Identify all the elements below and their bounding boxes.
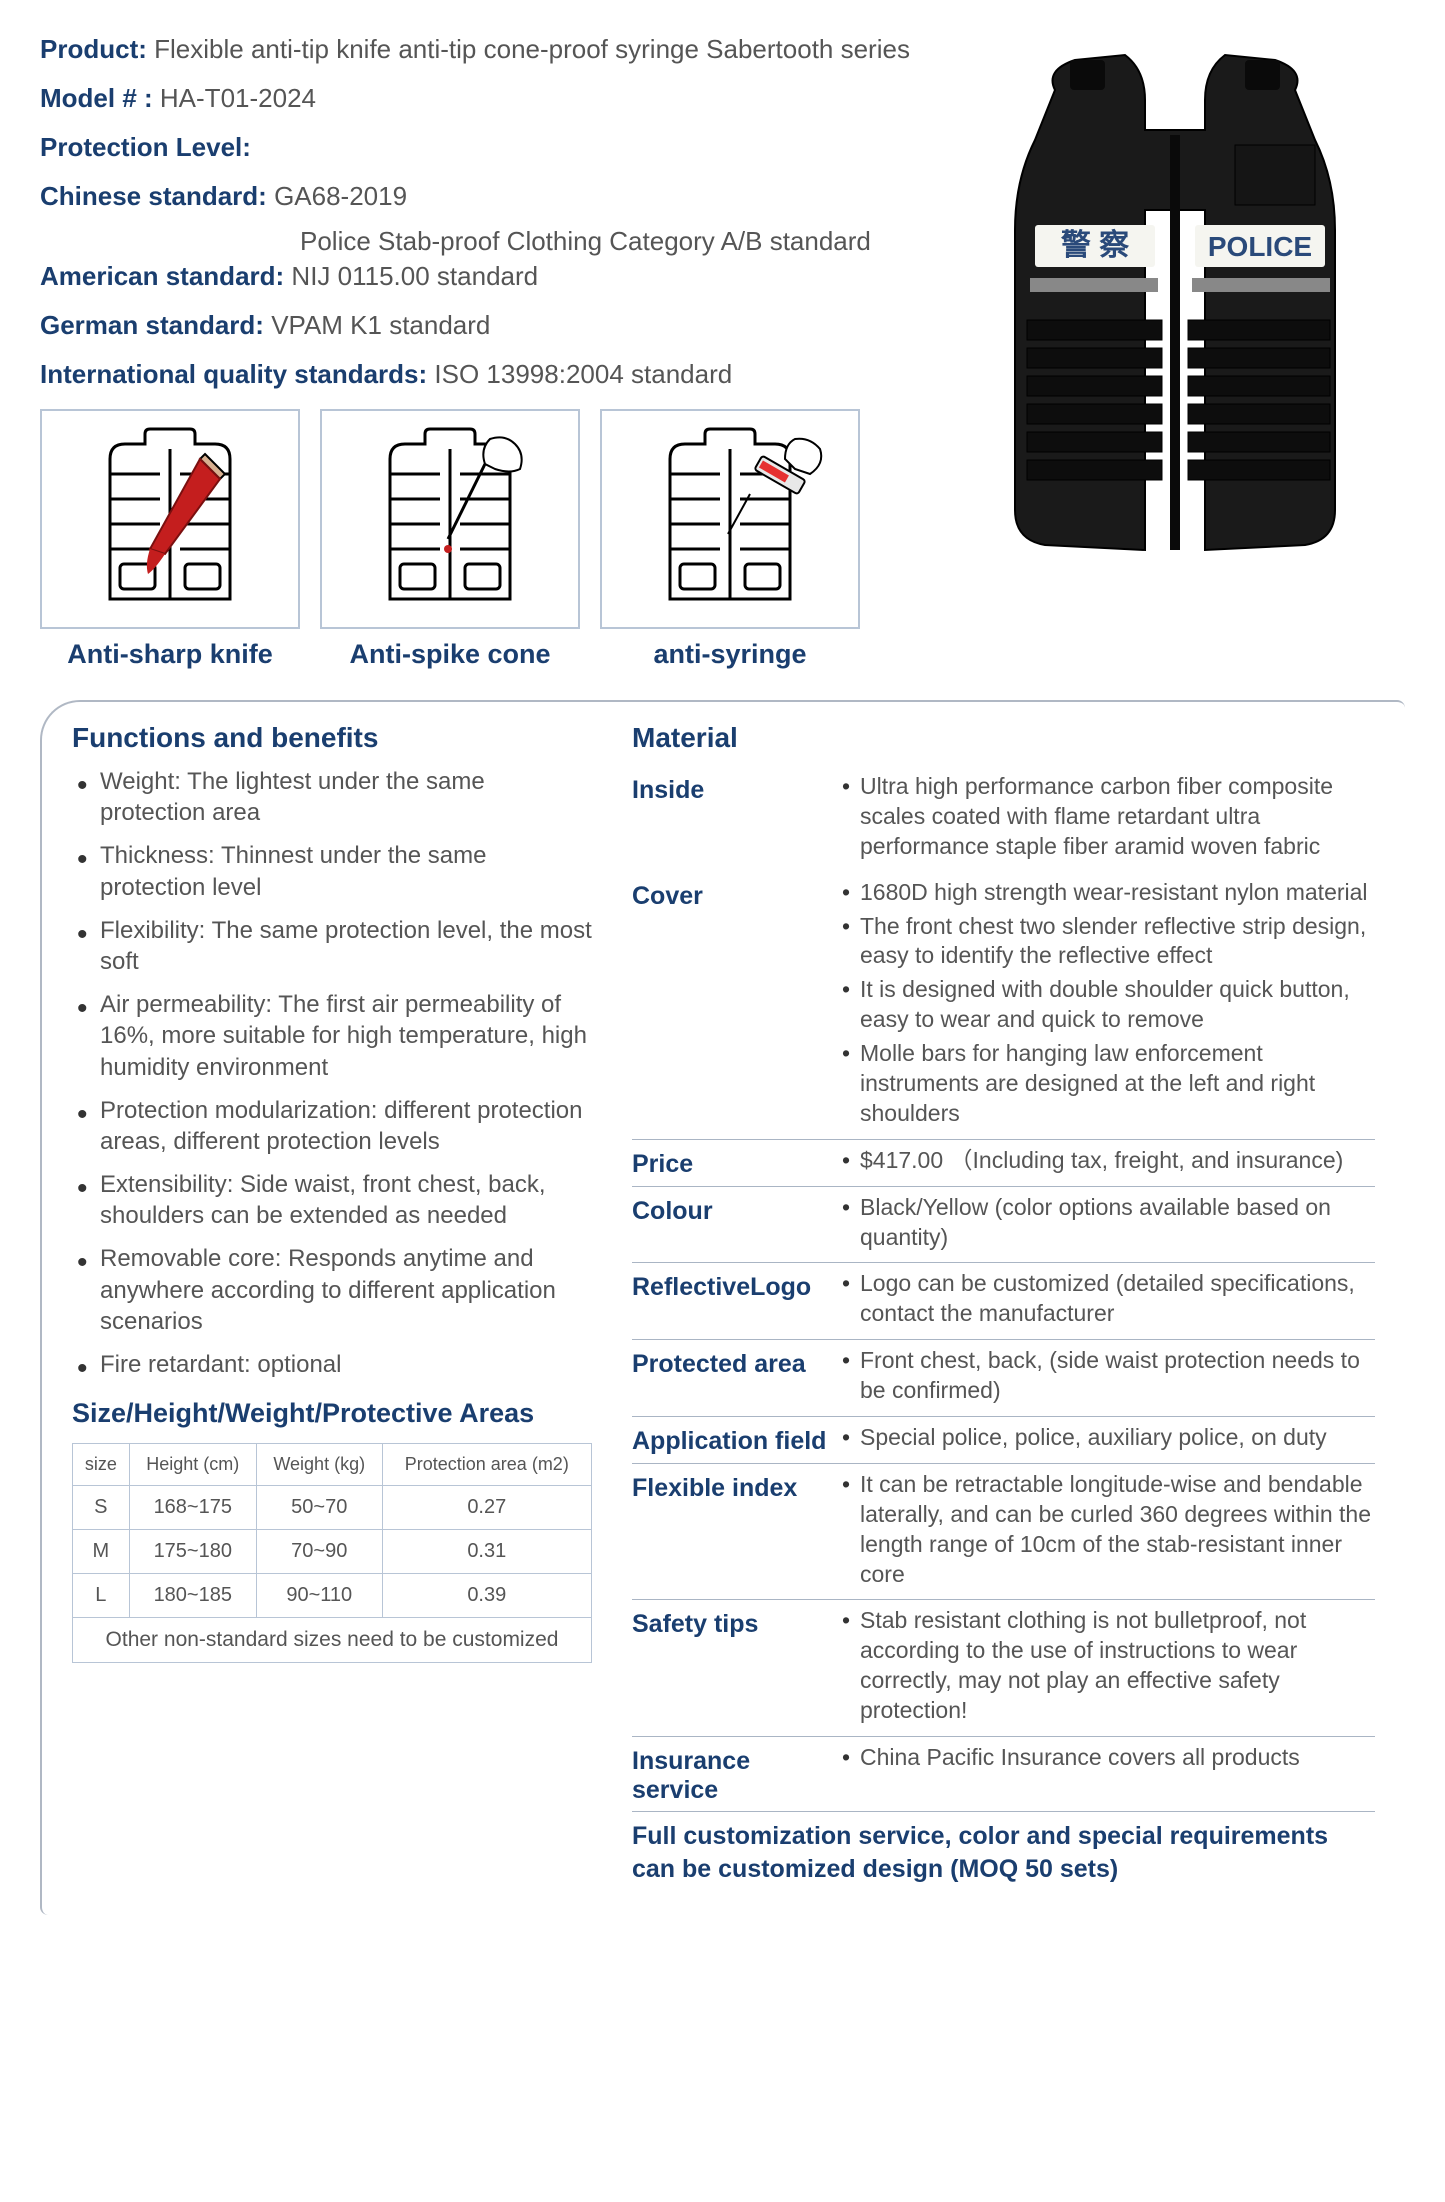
custom-note: Full customization service, color and sp… xyxy=(632,1820,1375,1885)
cover-row: Cover 1680D high strength wear-resistant… xyxy=(632,872,1375,1140)
knife-label: Anti-sharp knife xyxy=(67,639,273,670)
de-std-row: German standard: VPAM K1 standard xyxy=(40,306,925,345)
table-row: S168~175 50~700.27 xyxy=(73,1486,592,1530)
spike-icon xyxy=(320,409,580,629)
syringe-icon xyxy=(600,409,860,629)
cn-std-label: Chinese standard: xyxy=(40,181,267,211)
app-label: Application field xyxy=(632,1423,842,1456)
size-header: Height (cm) xyxy=(129,1444,256,1486)
us-std-value: NIJ 0115.00 standard xyxy=(291,261,538,291)
vest-product-image: 警 察 POLICE xyxy=(945,30,1405,570)
insurance-value: China Pacific Insurance covers all produ… xyxy=(842,1743,1375,1773)
function-item: Weight: The lightest under the same prot… xyxy=(72,766,592,828)
price-row: Price $417.00 （Including tax, freight, a… xyxy=(632,1140,1375,1187)
size-header: Weight (kg) xyxy=(256,1444,382,1486)
de-std-value: VPAM K1 standard xyxy=(271,310,490,340)
cn-std-row: Chinese standard: GA68-2019 xyxy=(40,177,925,216)
product-label: Product: xyxy=(40,34,147,64)
safety-label: Safety tips xyxy=(632,1606,842,1639)
size-header: Protection area (m2) xyxy=(382,1444,591,1486)
inside-row: Inside Ultra high performance carbon fib… xyxy=(632,766,1375,872)
flex-label: Flexible index xyxy=(632,1470,842,1503)
function-item: Extensibility: Side waist, front chest, … xyxy=(72,1169,592,1231)
vest-badge-cn: 警 察 xyxy=(1061,228,1130,262)
intl-std-row: International quality standards: ISO 139… xyxy=(40,355,925,394)
intl-std-label: International quality standards: xyxy=(40,359,427,389)
model-value: HA-T01-2024 xyxy=(160,83,316,113)
syringe-icon-box: anti-syringe xyxy=(600,409,860,670)
size-table: size Height (cm) Weight (kg) Protection … xyxy=(72,1443,592,1618)
cover-value: Molle bars for hanging law enforcement i… xyxy=(842,1039,1375,1129)
flex-value: It can be retractable longitude-wise and… xyxy=(842,1470,1375,1590)
logo-row: ReflectiveLogo Logo can be customized (d… xyxy=(632,1263,1375,1340)
safety-row: Safety tips Stab resistant clothing is n… xyxy=(632,1600,1375,1737)
logo-value: Logo can be customized (detailed specifi… xyxy=(842,1269,1375,1329)
protected-value: Front chest, back, (side waist protectio… xyxy=(842,1346,1375,1406)
functions-title: Functions and benefits xyxy=(72,722,592,754)
protected-label: Protected area xyxy=(632,1346,842,1379)
size-header: size xyxy=(73,1444,130,1486)
insurance-label: Insurance service xyxy=(632,1743,842,1805)
cover-label: Cover xyxy=(632,878,842,911)
us-std-label: American standard: xyxy=(40,261,284,291)
details-panel: Functions and benefits Weight: The light… xyxy=(40,700,1405,1915)
function-item: Protection modularization: different pro… xyxy=(72,1095,592,1157)
protection-label: Protection Level: xyxy=(40,132,251,162)
intl-std-value: ISO 13998:2004 standard xyxy=(434,359,732,389)
material-title: Material xyxy=(632,722,1375,754)
cover-value: The front chest two slender reflective s… xyxy=(842,912,1375,972)
function-item: Fire retardant: optional xyxy=(72,1349,592,1380)
size-title: Size/Height/Weight/Protective Areas xyxy=(72,1398,592,1429)
functions-list: Weight: The lightest under the same prot… xyxy=(72,766,592,1380)
syringe-label: anti-syringe xyxy=(653,639,806,670)
knife-icon xyxy=(40,409,300,629)
de-std-label: German standard: xyxy=(40,310,264,340)
colour-label: Colour xyxy=(632,1193,842,1226)
us-std-row: American standard: NIJ 0115.00 standard xyxy=(40,257,925,296)
spike-icon-box: Anti-spike cone xyxy=(320,409,580,670)
table-row: M175~180 70~900.31 xyxy=(73,1530,592,1574)
cn-std-value: GA68-2019 xyxy=(274,181,407,211)
flex-row: Flexible index It can be retractable lon… xyxy=(632,1464,1375,1601)
function-item: Thickness: Thinnest under the same prote… xyxy=(72,840,592,902)
inside-label: Inside xyxy=(632,772,842,805)
function-item: Flexibility: The same protection level, … xyxy=(72,915,592,977)
vest-badge-en: POLICE xyxy=(1208,231,1312,262)
protection-level-row: Protection Level: xyxy=(40,128,925,167)
product-row: Product: Flexible anti-tip knife anti-ti… xyxy=(40,30,925,69)
inside-value: Ultra high performance carbon fiber comp… xyxy=(842,772,1375,862)
app-value: Special police, police, auxiliary police… xyxy=(842,1423,1375,1453)
protected-row: Protected area Front chest, back, (side … xyxy=(632,1340,1375,1417)
size-note: Other non-standard sizes need to be cust… xyxy=(72,1618,592,1663)
cover-value: 1680D high strength wear-resistant nylon… xyxy=(842,878,1375,908)
spike-label: Anti-spike cone xyxy=(349,639,550,670)
insurance-row: Insurance service China Pacific Insuranc… xyxy=(632,1737,1375,1812)
function-item: Air permeability: The first air permeabi… xyxy=(72,989,592,1083)
table-row: L180~185 90~1100.39 xyxy=(73,1574,592,1618)
colour-row: Colour Black/Yellow (color options avail… xyxy=(632,1187,1375,1264)
function-item: Removable core: Responds anytime and any… xyxy=(72,1243,592,1337)
knife-icon-box: Anti-sharp knife xyxy=(40,409,300,670)
logo-label: ReflectiveLogo xyxy=(632,1269,842,1302)
protection-icons-row: Anti-sharp knife xyxy=(40,409,925,670)
safety-value: Stab resistant clothing is not bulletpro… xyxy=(842,1606,1375,1726)
cover-value: It is designed with double shoulder quic… xyxy=(842,975,1375,1035)
price-label: Price xyxy=(632,1146,842,1179)
model-row: Model # : HA-T01-2024 xyxy=(40,79,925,118)
cn-std-sub: Police Stab-proof Clothing Category A/B … xyxy=(300,226,925,257)
product-value: Flexible anti-tip knife anti-tip cone-pr… xyxy=(154,34,910,64)
price-value: $417.00 （Including tax, freight, and ins… xyxy=(842,1146,1375,1176)
model-label: Model # : xyxy=(40,83,153,113)
app-row: Application field Special police, police… xyxy=(632,1417,1375,1464)
colour-value: Black/Yellow (color options available ba… xyxy=(842,1193,1375,1253)
